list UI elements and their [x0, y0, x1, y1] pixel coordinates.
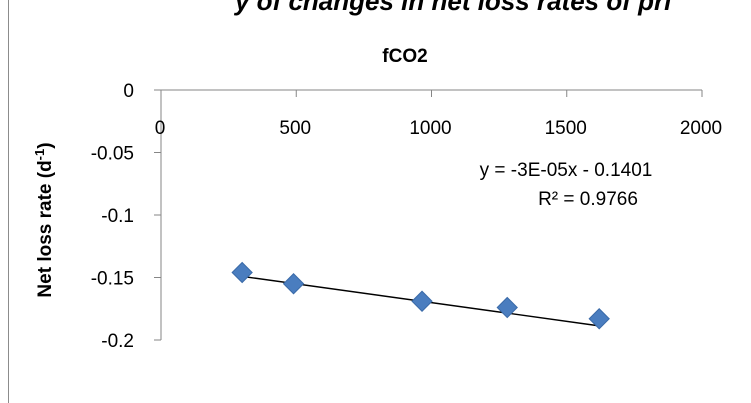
y-axis-label-superscript: -1 — [32, 149, 47, 161]
y-tick-label: -0.15 — [91, 269, 134, 290]
chart-title: fCO2 — [382, 46, 427, 67]
trendline-equation: y = -3E-05x - 0.1401 — [480, 160, 653, 181]
x-tick-labels: 0 500 1000 1500 2000 — [155, 118, 722, 139]
y-tick-labels: 0 -0.05 -0.1 -0.15 -0.2 — [91, 81, 134, 352]
r-squared: R² = 0.9766 — [538, 189, 638, 210]
y-tick-marks — [154, 89, 161, 341]
y-tick-label: -0.1 — [101, 206, 134, 227]
data-point-marker — [231, 261, 253, 284]
x-tick-label: 0 — [155, 118, 166, 139]
data-points — [231, 261, 610, 330]
y-tick-label: 0 — [123, 81, 134, 102]
y-tick-label: -0.05 — [91, 144, 134, 165]
x-tick-marks — [160, 90, 703, 97]
x-tick-label: 500 — [279, 118, 311, 139]
y-axis-label: Net loss rate (d-1) — [32, 142, 56, 297]
data-point-marker — [588, 308, 610, 330]
y-tick-label: -0.2 — [101, 331, 134, 352]
data-point-marker — [411, 290, 433, 312]
data-point-marker — [282, 273, 305, 295]
x-tick-label: 1000 — [409, 118, 451, 139]
data-point-marker — [496, 296, 518, 319]
x-tick-label: 2000 — [680, 118, 722, 139]
chart-area — [8, 0, 750, 403]
page-header-fragment: y of changes in net loss rates of pri — [233, 0, 672, 16]
y-axis-label-close: ) — [35, 142, 56, 148]
x-tick-label: 1500 — [545, 118, 587, 139]
y-axis-label-main: Net loss rate (d — [35, 160, 56, 297]
